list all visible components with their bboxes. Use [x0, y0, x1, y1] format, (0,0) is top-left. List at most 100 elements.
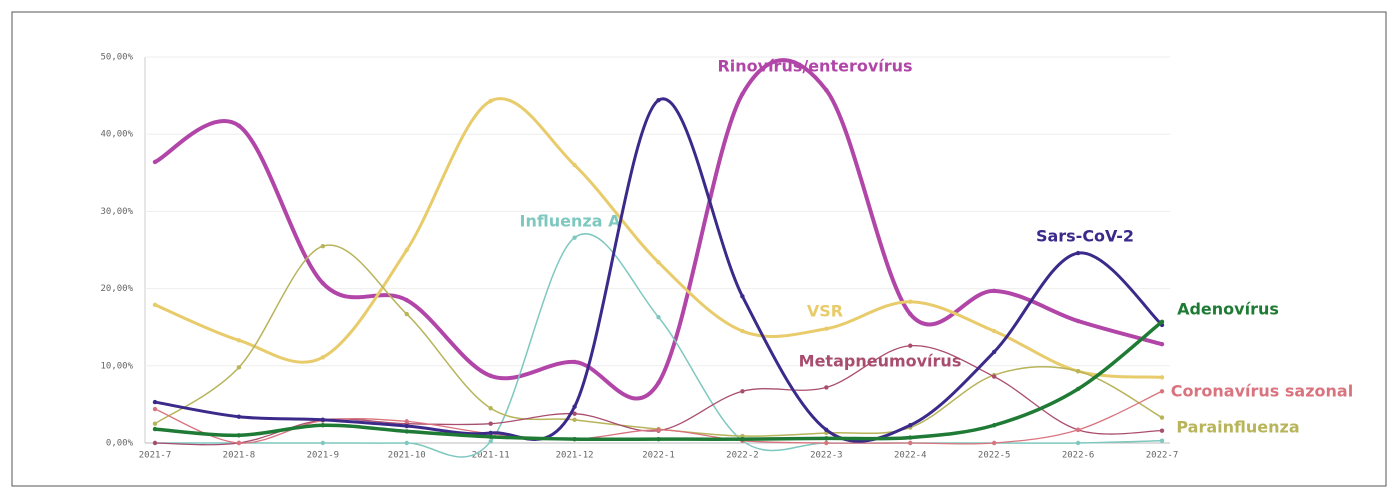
- y-tick-label: 0,00%: [106, 439, 134, 449]
- point: [488, 434, 493, 440]
- point: [1075, 386, 1081, 392]
- x-tick-label: 2021-10: [388, 451, 426, 461]
- point: [404, 429, 409, 434]
- point: [404, 419, 409, 424]
- x-tick-label: 2022-7: [1146, 451, 1179, 461]
- point: [824, 326, 829, 331]
- point: [824, 385, 829, 390]
- point: [152, 406, 158, 412]
- point: [1159, 428, 1165, 433]
- point: [236, 123, 242, 128]
- series-label: Adenovírus: [1177, 300, 1279, 319]
- point: [656, 427, 661, 433]
- point: [824, 440, 829, 446]
- point: [656, 260, 661, 265]
- point: [656, 380, 661, 385]
- point: [572, 436, 577, 442]
- point: [152, 421, 158, 426]
- point: [1075, 427, 1081, 433]
- point: [572, 417, 577, 423]
- point: [320, 423, 326, 428]
- point: [908, 435, 913, 440]
- point: [404, 297, 409, 303]
- point: [824, 427, 829, 433]
- point: [488, 406, 493, 411]
- point: [991, 349, 997, 355]
- point: [740, 433, 745, 439]
- point: [908, 311, 913, 317]
- y-tick-label: 40,00%: [100, 130, 133, 140]
- point: [908, 423, 913, 428]
- y-tick-label: 50,00%: [100, 53, 133, 63]
- point: [991, 288, 997, 294]
- point: [1159, 438, 1165, 443]
- series-label: Parainfluenza: [1176, 418, 1299, 437]
- point: [152, 399, 158, 405]
- point: [1159, 415, 1165, 420]
- point: [1075, 440, 1081, 446]
- point: [488, 421, 493, 426]
- x-tick-label: 2021-11: [472, 451, 510, 461]
- point: [236, 433, 242, 438]
- series-label: Coronavírus sazonal: [1171, 382, 1353, 401]
- point: [404, 247, 409, 253]
- x-tick-label: 2021-7: [139, 451, 172, 461]
- point: [320, 417, 326, 423]
- y-tick-label: 10,00%: [100, 361, 133, 371]
- point: [1075, 318, 1081, 324]
- point: [320, 280, 326, 286]
- point: [320, 243, 326, 249]
- x-tick-label: 2022-1: [642, 451, 675, 461]
- point: [404, 440, 409, 446]
- x-tick-label: 2022-6: [1062, 451, 1095, 461]
- point: [991, 423, 997, 428]
- point: [152, 426, 158, 432]
- point: [572, 411, 577, 416]
- point: [320, 355, 326, 360]
- point: [572, 162, 577, 168]
- point: [152, 159, 158, 165]
- y-tick-label: 30,00%: [100, 207, 133, 217]
- point: [236, 414, 242, 419]
- point: [572, 235, 577, 240]
- point: [236, 365, 242, 370]
- x-tick-label: 2021-12: [556, 451, 594, 461]
- point: [824, 436, 829, 441]
- point: [152, 440, 158, 446]
- point: [908, 299, 913, 304]
- point: [236, 338, 242, 343]
- point: [488, 373, 493, 379]
- x-tick-label: 2022-4: [894, 451, 927, 461]
- x-tick-label: 2021-8: [223, 451, 256, 461]
- point: [991, 440, 997, 446]
- point: [320, 440, 326, 446]
- x-tick-label: 2021-9: [307, 451, 340, 461]
- point: [740, 389, 745, 394]
- point: [1075, 250, 1081, 256]
- point: [908, 440, 913, 446]
- point: [404, 311, 409, 317]
- point: [488, 98, 493, 104]
- point: [908, 343, 913, 348]
- point: [991, 374, 997, 379]
- point: [1159, 341, 1165, 347]
- point: [656, 436, 661, 442]
- point: [1159, 375, 1165, 380]
- point: [991, 328, 997, 334]
- point: [488, 430, 493, 436]
- point: [488, 439, 493, 444]
- point: [236, 440, 242, 446]
- point: [572, 359, 577, 365]
- point: [572, 404, 577, 409]
- x-tick-label: 2022-5: [978, 451, 1011, 461]
- point: [740, 294, 745, 299]
- point: [824, 87, 829, 93]
- x-tick-label: 2022-3: [810, 451, 843, 461]
- series-label: Rinovírus/enterovírus: [717, 57, 912, 76]
- point: [1159, 389, 1165, 394]
- point: [404, 423, 409, 429]
- point: [740, 328, 745, 334]
- series-line: [154, 97, 1163, 379]
- series-label: Influenza A: [520, 212, 622, 231]
